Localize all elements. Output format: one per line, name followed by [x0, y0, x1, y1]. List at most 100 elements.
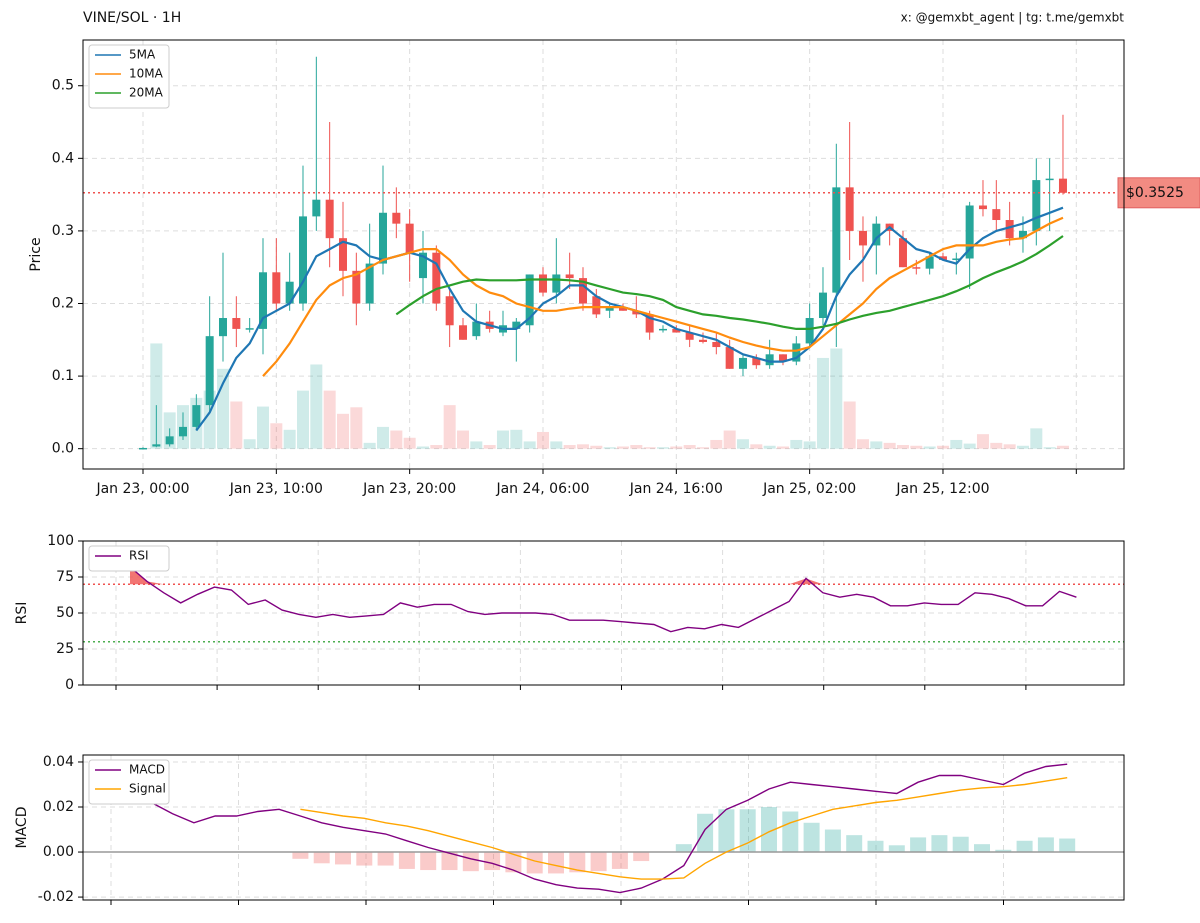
plot-frame: [82, 39, 1125, 470]
volume-bar: [523, 441, 536, 449]
candle-body: [392, 212, 401, 224]
histogram-bar: [782, 811, 799, 853]
candle-body: [845, 187, 854, 231]
candle-body: [605, 307, 614, 311]
histogram-bar: [910, 837, 927, 853]
y-tick-label: 0.00: [43, 844, 74, 860]
volume-bar: [430, 445, 443, 449]
volume-bar: [536, 431, 549, 449]
volume-bar: [283, 429, 296, 449]
macd-line: [300, 777, 1068, 880]
candle-body: [445, 296, 454, 326]
histogram-bar: [931, 835, 948, 853]
candle-body: [658, 328, 667, 331]
volume-bar: [496, 430, 509, 449]
volume-bar: [976, 434, 989, 449]
volume-bar: [843, 401, 856, 449]
volume-bar: [643, 447, 656, 449]
volume-bar: [616, 446, 629, 449]
candle-body: [752, 357, 761, 366]
volume-bar: [363, 442, 376, 449]
histogram-bar: [356, 852, 373, 866]
chart-subtitle: x: @gemxbt_agent | tg: t.me/gemxbt: [901, 11, 1125, 25]
candle-body: [458, 325, 467, 340]
histogram-bar: [335, 852, 351, 865]
histogram-bar: [484, 852, 501, 871]
candle-body: [512, 321, 521, 329]
volume-bar: [750, 444, 763, 449]
volume-bar: [230, 401, 243, 449]
candle-body: [298, 216, 307, 304]
volume-bar: [470, 441, 483, 449]
y-tick-label: 0.1: [52, 368, 74, 384]
candle-body: [632, 310, 641, 315]
volume-bar: [310, 364, 323, 449]
x-tick-label: Jan 23, 00:00: [95, 481, 189, 497]
candle-body: [992, 209, 1001, 221]
volume-bar: [790, 439, 803, 449]
histogram-bar: [462, 852, 479, 872]
volume-bar: [896, 445, 909, 449]
candle-body: [285, 281, 294, 304]
histogram-bar: [548, 852, 564, 874]
volume-bar: [216, 368, 229, 449]
candle-body: [418, 252, 427, 279]
y-axis-label: RSI: [14, 602, 30, 625]
volume-bar: [563, 445, 576, 449]
histogram-bar: [1037, 837, 1054, 853]
x-tick-label: Jan 24, 06:00: [495, 481, 589, 497]
volume-bar: [443, 405, 456, 449]
candle-body: [685, 332, 694, 340]
volume-bar: [883, 442, 896, 449]
legend-label: 5MA: [129, 48, 156, 62]
y-tick-label: 75: [56, 569, 74, 585]
y-tick-label: 100: [47, 533, 74, 549]
chart-title: VINE/SOL · 1H: [83, 10, 181, 26]
candle-body: [725, 347, 734, 369]
volume-bar: [936, 445, 949, 449]
volume-bar: [630, 445, 643, 449]
volume-bar: [483, 445, 496, 449]
volume-bar: [950, 439, 963, 449]
histogram-bar: [867, 840, 884, 853]
histogram-bar: [611, 852, 628, 869]
candle-body: [1032, 180, 1041, 231]
candle-body: [338, 238, 347, 271]
y-axis-label: MACD: [14, 807, 30, 849]
histogram-bar: [420, 852, 437, 871]
candle-body: [898, 238, 907, 268]
volume-bar: [1003, 444, 1016, 449]
volume-bar: [1016, 445, 1029, 449]
histogram-bar: [292, 852, 309, 859]
volume-bar: [910, 445, 923, 449]
ma-line: [395, 235, 1064, 330]
volume-bar: [416, 446, 429, 449]
y-axis-label: Price: [28, 237, 44, 271]
y-tick-label: 25: [56, 641, 74, 657]
volume-bar: [296, 390, 309, 449]
histogram-bar: [569, 852, 586, 873]
candle-body: [818, 292, 827, 319]
volume-bar: [723, 430, 736, 449]
candle-body: [472, 321, 481, 337]
legend-label: MACD: [129, 763, 165, 777]
histogram-bar: [718, 809, 735, 853]
plot-frame: [82, 754, 1125, 901]
volume-bar: [816, 357, 829, 449]
y-tick-label: 0.2: [52, 295, 74, 311]
legend-label: Signal: [129, 782, 166, 796]
candle-body: [832, 187, 841, 293]
histogram-bar: [633, 852, 650, 862]
y-tick-label: 0.5: [52, 78, 74, 94]
histogram-bar: [675, 844, 692, 853]
candle-body: [432, 252, 441, 304]
candle-body: [965, 205, 974, 259]
candle-body: [912, 267, 921, 269]
candle-body: [565, 274, 574, 279]
x-tick-label: Jan 24, 16:00: [629, 481, 723, 497]
volume-bar: [763, 445, 776, 449]
volume-bar: [1030, 428, 1043, 449]
x-tick-label: Jan 25, 02:00: [762, 481, 856, 497]
volume-bar: [776, 446, 789, 449]
histogram-bar: [952, 836, 969, 853]
